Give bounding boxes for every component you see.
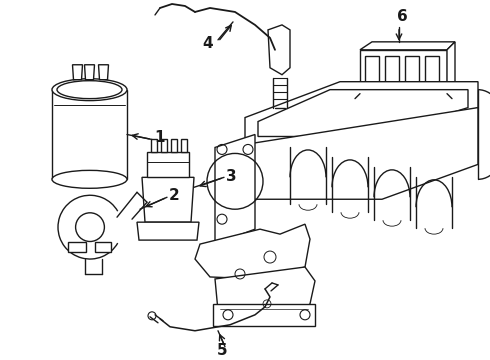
Polygon shape <box>147 152 189 177</box>
Text: 5: 5 <box>217 343 227 358</box>
Polygon shape <box>245 82 478 144</box>
Polygon shape <box>360 42 455 50</box>
Polygon shape <box>215 267 315 317</box>
Ellipse shape <box>52 79 127 101</box>
Bar <box>151 139 157 152</box>
Text: 1: 1 <box>154 130 165 145</box>
Bar <box>405 56 419 86</box>
Polygon shape <box>447 42 455 86</box>
Bar <box>425 56 439 86</box>
Bar <box>213 304 315 326</box>
Ellipse shape <box>57 81 122 99</box>
Polygon shape <box>142 177 194 222</box>
Polygon shape <box>268 25 290 75</box>
Polygon shape <box>73 65 82 80</box>
Polygon shape <box>137 222 199 240</box>
Polygon shape <box>245 108 478 199</box>
Bar <box>95 242 111 252</box>
Bar <box>360 50 447 94</box>
Polygon shape <box>195 224 310 279</box>
Text: 2: 2 <box>169 188 180 203</box>
Bar <box>385 56 399 86</box>
Bar <box>161 139 167 152</box>
Polygon shape <box>84 65 95 80</box>
Polygon shape <box>98 65 108 80</box>
Bar <box>181 139 187 152</box>
Bar <box>171 139 177 152</box>
Ellipse shape <box>52 170 127 188</box>
Text: 4: 4 <box>202 36 213 51</box>
Bar <box>68 242 86 252</box>
Bar <box>365 56 379 86</box>
Text: 3: 3 <box>226 169 237 184</box>
Text: 6: 6 <box>396 9 407 24</box>
Polygon shape <box>215 135 255 244</box>
Polygon shape <box>52 90 127 179</box>
Polygon shape <box>258 90 468 136</box>
